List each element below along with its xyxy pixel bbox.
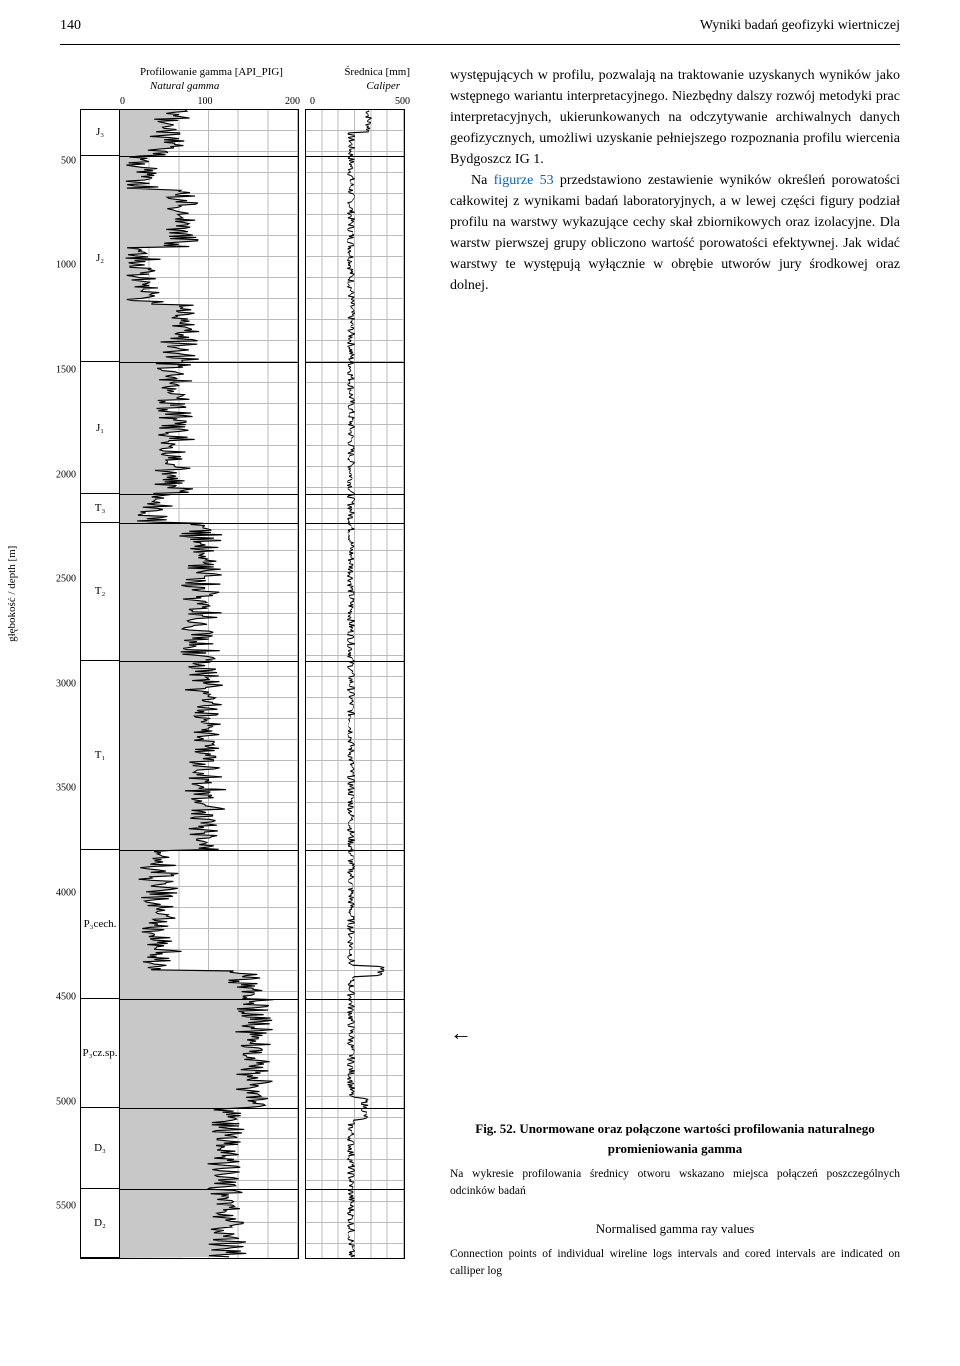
depth-tick: 4000 — [56, 887, 76, 898]
depth-tick: 5000 — [56, 1096, 76, 1107]
body-text-column: występujących w profilu, pozwalają na tr… — [450, 65, 900, 1281]
caption-title-pl: Unormowane oraz połączone wartości profi… — [519, 1121, 874, 1156]
gamma-curve — [120, 110, 298, 1258]
gamma-tick: 100 — [198, 96, 213, 107]
depth-tick: 4500 — [56, 992, 76, 1003]
paragraph-2: Na figurze 53 przedstawiono zestawienie … — [450, 170, 900, 296]
strat-cell: T₁ — [81, 661, 119, 850]
strat-cell: T₃ — [81, 494, 119, 523]
caliper-curve — [306, 110, 404, 1258]
depth-tick: 5500 — [56, 1201, 76, 1212]
gamma-title-pl: Profilowanie gamma [API_PIG] — [140, 65, 283, 79]
strat-cell: P₃cech. — [81, 850, 119, 999]
page-header: 140 Wyniki badań geofizyki wiertniczej — [0, 0, 960, 44]
strat-cell: J₃ — [81, 110, 119, 156]
paragraph-1: występujących w profilu, pozwalają na tr… — [450, 65, 900, 170]
strat-cell: D₃ — [81, 1108, 119, 1188]
depth-tick: 2000 — [56, 469, 76, 480]
stratigraphy-column: J₃J₂J₁T₃T₂T₁P₃cech.P₃cz.sp.D₃D₂ — [80, 109, 120, 1259]
strat-cell: P₃cz.sp. — [81, 999, 119, 1108]
depth-tick: 1500 — [56, 364, 76, 375]
chart-titles: Profilowanie gamma [API_PIG] Średnica [m… — [40, 65, 420, 94]
gamma-tick: 200 — [285, 96, 300, 107]
depth-tick: 500 — [61, 155, 76, 166]
caliper-tick: 500 — [395, 96, 410, 107]
strat-cell: J₁ — [81, 362, 119, 494]
figure-caption: Fig. 52. Unormowane oraz połączone warto… — [450, 1119, 900, 1281]
log-panel: głębokość / depth [m] 500100015002000250… — [40, 109, 420, 1259]
connection-arrow: ← — [450, 1016, 900, 1049]
caliper-tick: 0 — [310, 96, 315, 107]
depth-tick: 3000 — [56, 678, 76, 689]
strat-cell: D₂ — [81, 1189, 119, 1258]
page-number: 140 — [60, 18, 81, 34]
caption-note-en: Connection points of individual wireline… — [450, 1246, 900, 1281]
depth-tick: 2500 — [56, 574, 76, 585]
strat-cell: T₂ — [81, 523, 119, 661]
caliper-track — [305, 109, 405, 1259]
x-axis-labels: 0 100 200 0 500 — [40, 94, 420, 109]
gamma-title-en: Natural gamma — [150, 79, 219, 93]
caliper-title-pl: Średnica [mm] — [344, 65, 410, 79]
caption-title-en: Normalised gamma ray values — [450, 1219, 900, 1239]
caption-note-pl: Na wykresie profilowania średnicy otworu… — [450, 1166, 900, 1201]
y-axis-label: głębokość / depth [m] — [6, 545, 18, 641]
gamma-tick: 0 — [120, 96, 125, 107]
figure-label: Fig. 52. — [475, 1121, 519, 1136]
depth-tick: 1000 — [56, 260, 76, 271]
caliper-title-en: Caliper — [366, 79, 400, 93]
depth-axis: 500 1000 1500 2000 2500 3000 3500 4000 4500 5000 5… — [40, 109, 80, 1259]
strat-cell: J₂ — [81, 156, 119, 363]
main-content: Profilowanie gamma [API_PIG] Średnica [m… — [0, 45, 960, 1281]
depth-tick: 3500 — [56, 783, 76, 794]
well-log-chart: Profilowanie gamma [API_PIG] Średnica [m… — [40, 65, 420, 1281]
figure-reference: figurze 53 — [494, 173, 554, 188]
gamma-track — [119, 109, 299, 1259]
running-title: Wyniki badań geofizyki wiertniczej — [700, 18, 900, 34]
